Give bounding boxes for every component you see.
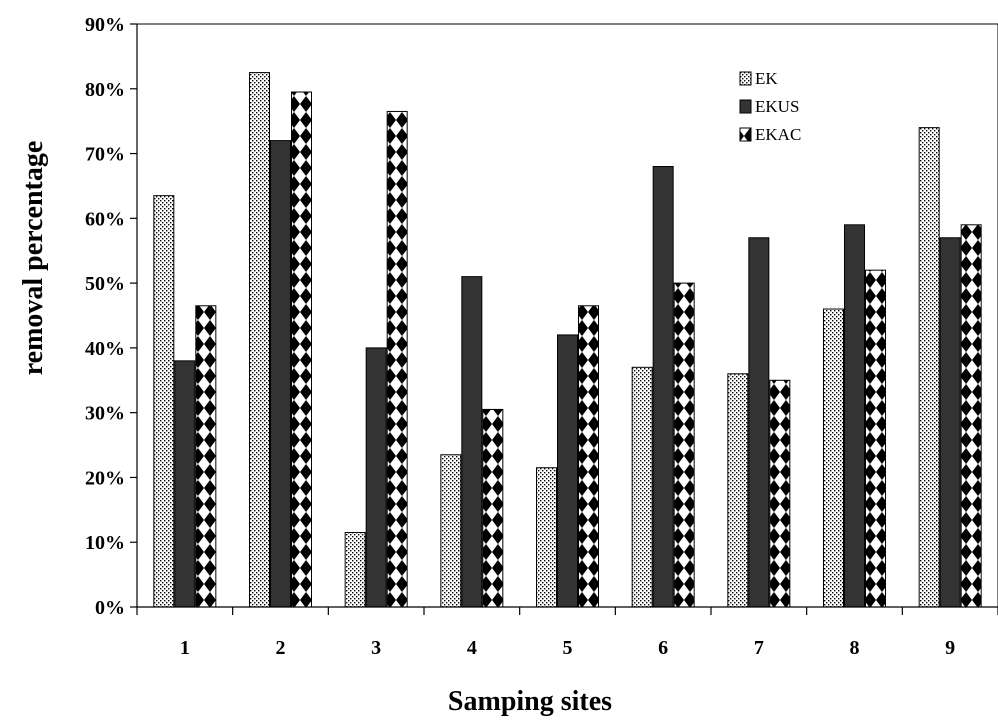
bars-group [153,72,982,608]
bar-ekac-site-7 [769,379,791,608]
legend-swatch-ek [739,71,752,86]
x-axis-title: Samping sites [448,686,612,717]
y-tick-label: 20% [85,467,125,489]
bar-ekus-site-8 [844,224,865,608]
y-axis: 0% 10% 20% 30% 40% 50% 60% 70% 80% 90% [85,14,138,619]
x-tick-label: 7 [754,637,764,659]
y-tick-label: 40% [85,338,125,360]
y-axis-title: removal percentage [18,141,49,376]
bar-ekus-site-3 [365,347,387,608]
x-tick-label: 2 [276,637,286,659]
bar-ekac-site-1 [195,305,217,608]
bar-ek-site-2 [249,72,270,608]
x-tick-label: 1 [180,637,190,659]
bar-ek-site-6 [631,366,653,608]
bar-ekus-site-7 [748,237,770,608]
y-tick-label: 0% [95,597,125,619]
legend-label-ek: EK [755,69,778,88]
bar-ek-site-9 [918,127,940,608]
bar-ekac-site-6 [673,282,695,608]
bar-ekus-site-2 [270,140,291,608]
bar-ekac-site-8 [865,269,886,608]
x-tick-label: 9 [945,637,955,659]
bar-ekac-site-2 [291,91,312,608]
bar-ek-site-7 [727,373,749,608]
bar-ekac-site-5 [578,305,599,608]
bar-ekac-site-9 [960,224,982,608]
x-tick-label: 3 [371,637,381,659]
bar-ekac-site-4 [482,408,504,608]
legend-label-ekus: EKUS [755,97,799,116]
x-tick-label: 6 [658,637,668,659]
bar-ek-site-3 [344,532,366,608]
bar-ekus-site-1 [174,360,196,608]
y-tick-label: 70% [85,144,125,166]
bar-ekus-site-5 [557,334,578,608]
y-tick-label: 80% [85,79,125,101]
bar-ekus-site-9 [939,237,961,608]
x-tick-label: 5 [563,637,573,659]
legend-label-ekac: EKAC [755,125,801,144]
legend-frame [735,58,863,158]
bar-ek-site-1 [153,195,175,608]
y-tick-label: 60% [85,208,125,230]
x-tick-label: 8 [850,637,860,659]
y-tick-label: 10% [85,532,125,554]
legend-swatch-ekus [739,99,752,114]
bar-ek-site-4 [440,454,462,608]
x-axis: 1 2 3 4 5 6 7 8 9 [136,606,998,659]
legend: EK EKUS EKAC [735,58,863,158]
x-tick-label: 4 [467,637,477,659]
y-tick-label: 30% [85,403,125,425]
bar-ek-site-5 [536,467,557,608]
y-tick-label: 50% [85,273,125,295]
y-tick-label: 90% [85,14,125,36]
bar-ekus-site-6 [652,166,674,608]
legend-swatch-ekac [739,127,752,142]
bar-ekus-site-4 [461,276,483,608]
bar-ekac-site-3 [386,110,408,608]
bar-ek-site-8 [823,308,844,608]
